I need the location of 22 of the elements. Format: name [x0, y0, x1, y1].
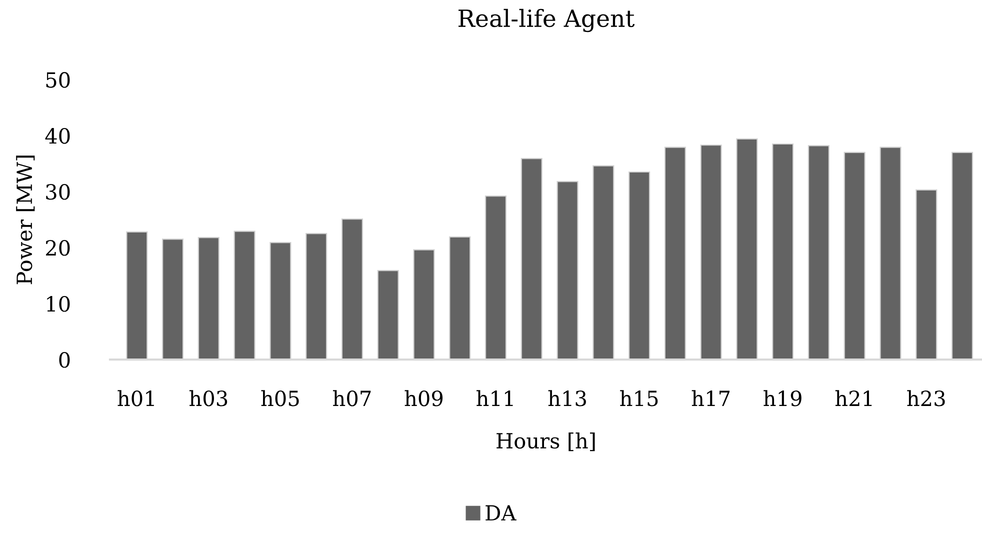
- y-tick-label: 50: [46, 72, 70, 88]
- x-tick-label: h13: [548, 390, 586, 406]
- y-tick-label: 30: [46, 184, 70, 200]
- x-tick-label: h21: [835, 390, 872, 406]
- x-tick-label: h05: [261, 390, 299, 406]
- x-tick-label: h23: [907, 390, 945, 406]
- y-tick-label: 40: [45, 128, 70, 144]
- x-axis-title: Hours [h]: [496, 432, 595, 452]
- y-tick-label: 20: [46, 240, 70, 256]
- legend-label: DA: [486, 505, 516, 520]
- x-tick-label: h17: [692, 390, 730, 406]
- x-tick-label: h15: [620, 390, 658, 406]
- x-tick-label: h03: [189, 390, 228, 406]
- x-tick-label: h09: [404, 390, 443, 406]
- x-tick-label: h01: [118, 390, 154, 406]
- x-tick-label: h11: [476, 390, 513, 406]
- y-tick-label: 10: [47, 296, 70, 312]
- y-tick-label: 0: [59, 352, 70, 368]
- chart-title: Real-life Agent: [458, 8, 635, 32]
- x-tick-label: h19: [764, 390, 802, 406]
- y-axis-title: Power [MW]: [16, 156, 35, 284]
- x-tick-label: h07: [333, 390, 371, 406]
